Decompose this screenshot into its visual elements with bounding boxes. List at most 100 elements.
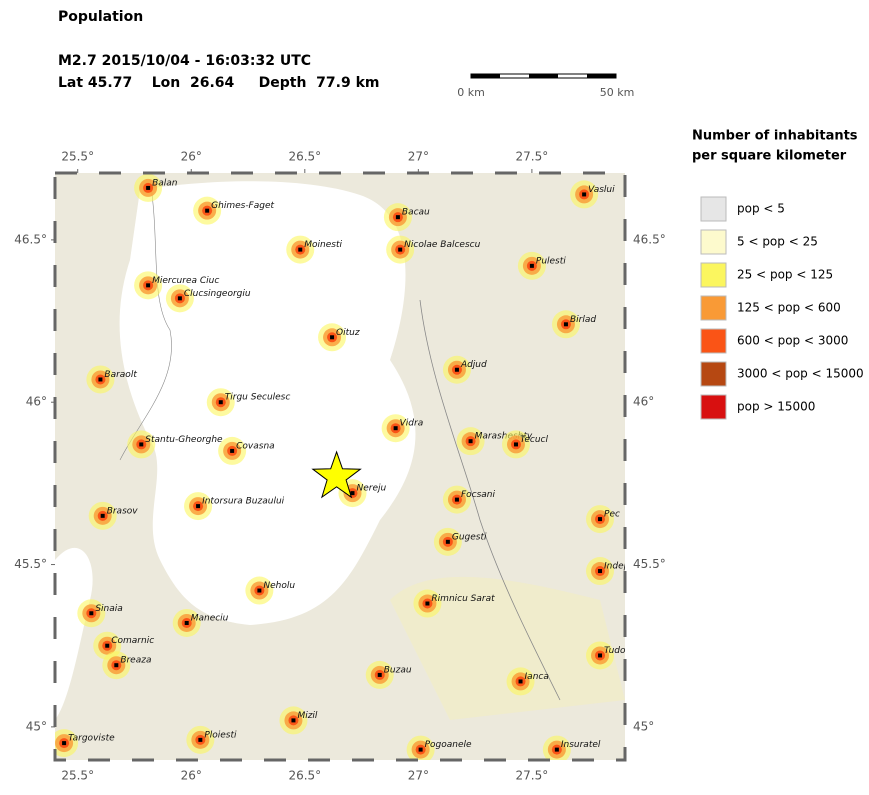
location-info: Lat 45.77 Lon 26.64 Depth 77.9 km: [58, 75, 379, 91]
city-marker: [454, 367, 459, 372]
city-marker: [395, 215, 400, 220]
city-label: Ghimes-Faget: [211, 201, 274, 211]
city-marker: [418, 747, 423, 752]
legend-swatch: [700, 196, 727, 222]
city-marker: [105, 643, 110, 648]
x-tick-label: 27.5°: [516, 150, 549, 164]
legend: Number of inhabitants per square kilomet…: [692, 129, 864, 420]
legend-swatch: [700, 229, 727, 255]
legend-label: pop > 15000: [737, 400, 815, 414]
city-label: Moinesti: [304, 240, 342, 250]
city-marker: [454, 497, 459, 502]
city-label: Birlad: [570, 315, 596, 325]
legend-label: pop < 5: [737, 202, 785, 216]
city-marker: [598, 517, 603, 522]
legend-title: per square kilometer: [692, 149, 847, 164]
x-tick-label: 26.5°: [288, 769, 321, 783]
scale-bar: 0 km 50 km: [457, 73, 635, 99]
city-marker: [529, 263, 534, 268]
y-tick-label: 45.5°: [14, 557, 47, 571]
city-marker: [393, 426, 398, 431]
city-label: Targoviste: [68, 734, 115, 744]
city-label: Nereju: [356, 484, 386, 494]
city-label: Oituz: [336, 328, 360, 338]
city-marker: [468, 439, 473, 444]
city-label: Bacau: [402, 208, 430, 218]
legend-label: 25 < pop < 125: [737, 268, 833, 282]
city-marker: [146, 185, 151, 190]
city-label: Vidra: [400, 419, 424, 429]
x-tick-label: 25.5°: [61, 150, 94, 164]
y-tick-label: 46.5°: [14, 232, 47, 246]
y-tick-label: 45°: [633, 719, 654, 733]
legend-swatch: [700, 394, 727, 420]
city-marker: [184, 620, 189, 625]
city-marker: [513, 442, 518, 447]
city-marker: [350, 491, 355, 496]
city-marker: [257, 588, 262, 593]
city-marker: [196, 504, 201, 509]
city-marker: [377, 672, 382, 677]
city-marker: [582, 192, 587, 197]
city-marker: [398, 247, 403, 252]
city-label: Tecucl: [520, 435, 549, 445]
city-label: Buzau: [384, 665, 412, 675]
x-tick-label: 26.5°: [288, 150, 321, 164]
city-label: Nicolae Balcescu: [404, 240, 480, 250]
epicenter-star: [311, 450, 362, 499]
city-label: Clucsingeorgiu: [184, 289, 251, 299]
city-label: Breaza: [120, 656, 151, 666]
city-marker: [518, 679, 523, 684]
city-label: Comarnic: [111, 636, 154, 646]
city-marker: [89, 611, 94, 616]
x-tick-label: 26°: [181, 769, 202, 783]
y-tick-label: 46.5°: [633, 232, 666, 246]
city-marker: [146, 283, 151, 288]
city-label: Ianca: [525, 672, 549, 682]
legend-label: 5 < pop < 25: [737, 235, 818, 249]
legend-label: 600 < pop < 3000: [737, 334, 848, 348]
legend-swatch: [700, 262, 727, 288]
city-marker: [598, 653, 603, 658]
city-label: Balan: [152, 178, 178, 188]
city-marker: [291, 718, 296, 723]
city-label: Indepe: [604, 562, 635, 572]
x-tick-label: 25.5°: [61, 769, 94, 783]
city-label: Tudo: [604, 646, 626, 656]
city-label: Tirgu Seculesc: [225, 393, 291, 403]
city-marker: [425, 601, 430, 606]
city-marker: [563, 322, 568, 327]
city-marker: [177, 296, 182, 301]
city-marker: [139, 442, 144, 447]
city-label: Covasna: [236, 441, 275, 451]
legend-swatch: [700, 295, 727, 321]
city-label: Miercurea Ciuc: [152, 276, 219, 286]
legend-label: 3000 < pop < 15000: [737, 367, 864, 381]
city-label: Insuratel: [561, 740, 601, 750]
city-marker: [100, 513, 105, 518]
city-label: Vaslui: [588, 185, 615, 195]
city-marker: [218, 400, 223, 405]
city-label: Maneciu: [191, 613, 229, 623]
city-label: Gugesti: [452, 532, 487, 542]
title: Population: [58, 9, 143, 25]
scale-end: 50 km: [600, 86, 635, 99]
legend-title: Number of inhabitants: [692, 129, 858, 144]
scale-start: 0 km: [457, 86, 485, 99]
y-tick-label: 45°: [26, 719, 47, 733]
city-marker: [114, 663, 119, 668]
city-label: Mizil: [297, 711, 317, 721]
city-label: Pec: [604, 510, 620, 520]
event-info: M2.7 2015/10/04 - 16:03:32 UTC: [58, 53, 311, 69]
x-tick-label: 27.5°: [516, 769, 549, 783]
y-tick-label: 46°: [26, 395, 47, 409]
city-marker: [198, 737, 203, 742]
city-marker: [445, 539, 450, 544]
city-label: Baraolt: [104, 370, 137, 380]
y-tick-label: 45.5°: [633, 557, 666, 571]
city-label: Focsani: [461, 490, 496, 500]
city-label: Rimnicu Sarat: [431, 594, 495, 604]
city-marker: [598, 569, 603, 574]
city-marker: [230, 448, 235, 453]
city-label: Adjud: [460, 360, 487, 370]
